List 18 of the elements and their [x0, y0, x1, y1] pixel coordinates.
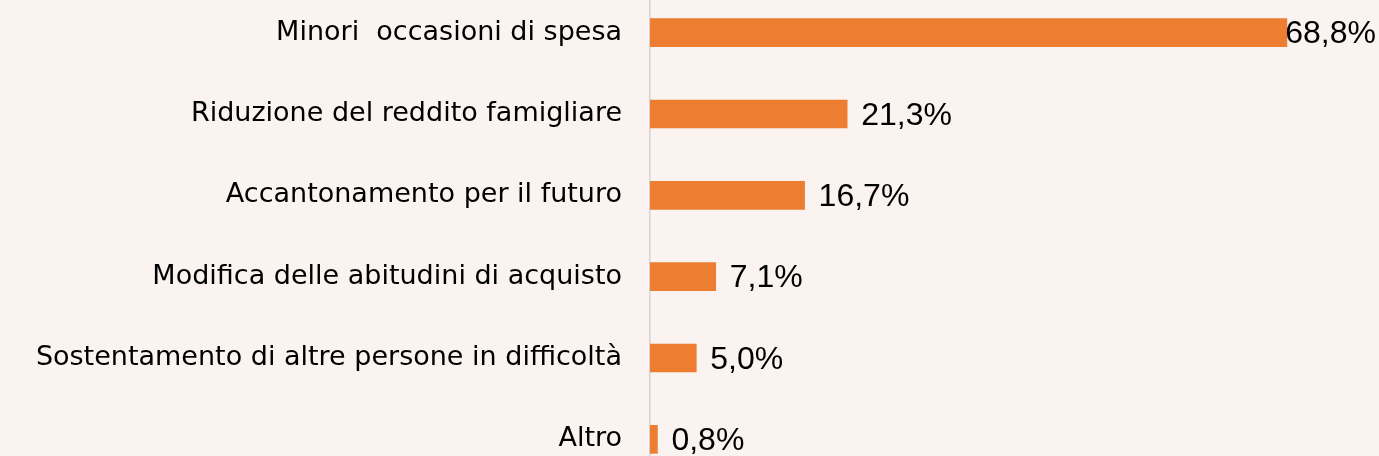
- bar: [650, 343, 697, 373]
- bar: [650, 181, 805, 210]
- y-tick-label: Modifica delle abitudini di acquisto: [152, 258, 622, 290]
- data-label: 7,1%: [729, 258, 803, 295]
- y-tick-label: Sostentamento di altre persone in difficoltà: [35, 340, 622, 372]
- bar: [650, 262, 717, 291]
- y-tick-label: Riduzione del reddito famigliare: [190, 96, 622, 128]
- data-label: 0,8%: [671, 421, 745, 456]
- bar: [650, 18, 1288, 47]
- data-label: 5,0%: [710, 339, 784, 376]
- data-label: 16,7%: [818, 177, 910, 214]
- bar: [650, 99, 848, 129]
- y-tick-label: Minori occasioni di spesa: [276, 14, 622, 46]
- data-label: 21,3%: [861, 95, 952, 132]
- y-tick-label: Altro: [558, 421, 622, 453]
- y-tick-label: Accantonamento per il futuro: [225, 177, 622, 209]
- bar: [650, 425, 658, 454]
- data-label: 68,8%: [1285, 14, 1376, 51]
